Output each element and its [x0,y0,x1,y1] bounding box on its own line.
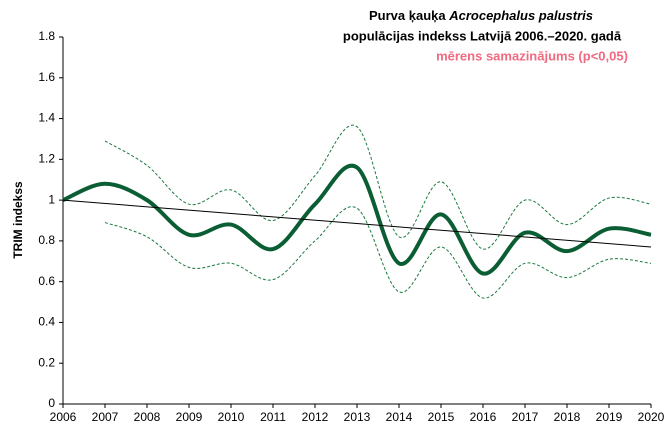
y-tick-label: 0.8 [38,233,55,247]
x-tick-label: 2009 [176,410,203,424]
y-tick-label: 1.2 [38,152,55,166]
series-line [62,163,652,276]
x-tick-label: 2016 [470,410,497,424]
y-tick-label: 0.4 [38,315,55,329]
series-line [62,199,652,248]
x-tick-label: 2007 [92,410,119,424]
title-part: Purva ķauķa [369,8,449,23]
chart-title-line: populācijas indekss Latvijā 2006.–2020. … [343,28,622,43]
y-tick-label: 1 [48,192,55,206]
series-line [104,206,652,299]
x-tick-label: 2019 [596,410,623,424]
x-tick-label: 2006 [50,410,77,424]
y-tick-label: 1.6 [38,70,55,84]
x-tick-label: 2010 [218,410,245,424]
series-line [104,124,652,250]
x-tick-label: 2017 [512,410,539,424]
x-tick-label: 2012 [302,410,329,424]
x-tick-label: 2008 [134,410,161,424]
x-tick-label: 2020 [638,410,665,424]
y-tick-label: 1.4 [38,111,55,125]
x-tick-label: 2014 [386,410,413,424]
y-tick-label: 0.2 [38,355,55,369]
x-tick-label: 2011 [260,410,286,424]
x-tick-label: 2018 [554,410,581,424]
x-tick-label: 2015 [428,410,455,424]
chart-title: Purva ķauķa Acrocephalus palustris [369,8,593,23]
title-species: Acrocephalus palustris [448,8,593,23]
y-axis-label: TRIM indekss [11,181,25,259]
y-tick-label: 0 [48,396,55,410]
y-tick-label: 0.6 [38,274,55,288]
chart-subtitle: mērens samazinājums (p<0,05) [436,48,628,63]
x-tick-label: 2013 [344,410,371,424]
y-tick-label: 1.8 [38,29,55,43]
